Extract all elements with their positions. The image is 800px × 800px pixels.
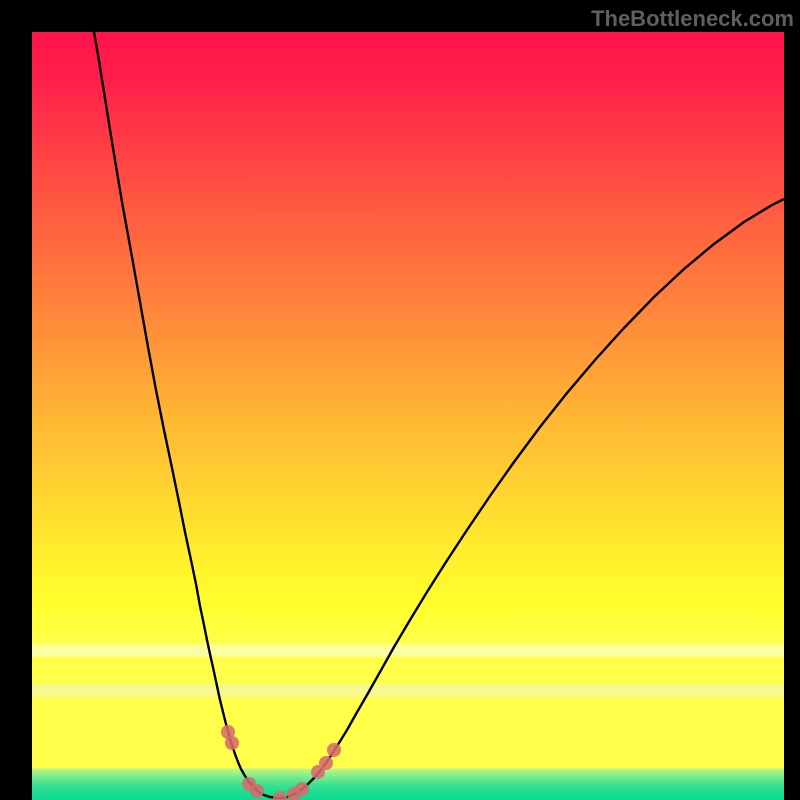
data-marker [319, 756, 333, 770]
data-marker [250, 784, 264, 798]
plot-area [32, 32, 784, 800]
data-marker [327, 743, 341, 757]
markers-layer [32, 32, 784, 800]
data-marker [225, 736, 239, 750]
watermark-text: TheBottleneck.com [591, 6, 794, 32]
data-marker [273, 791, 287, 800]
outer-frame: TheBottleneck.com [0, 0, 800, 800]
data-marker [295, 782, 309, 796]
